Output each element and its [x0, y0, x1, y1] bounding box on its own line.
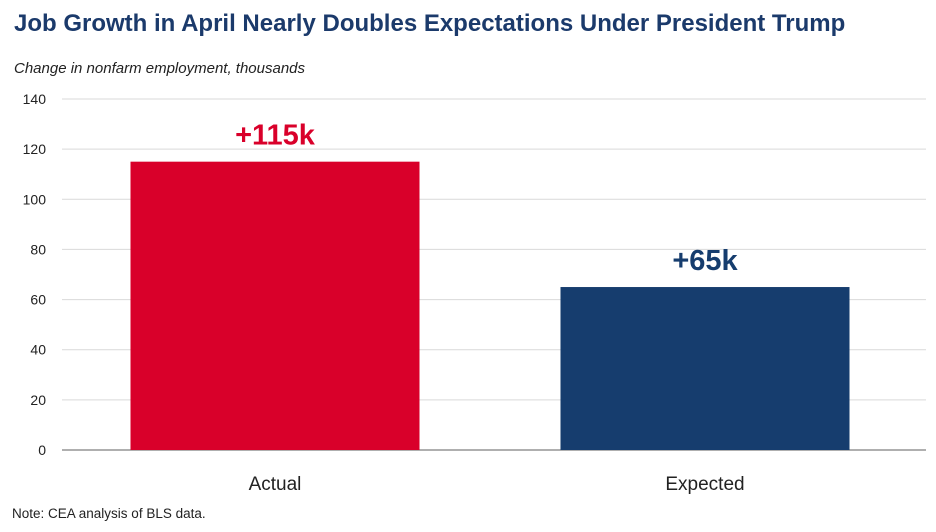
- bars: [130, 161, 850, 450]
- y-tick-label: 80: [30, 241, 46, 257]
- y-tick-label: 60: [30, 292, 46, 308]
- data-labels: +115k +65k: [235, 120, 738, 277]
- x-tick-label-actual: Actual: [249, 474, 302, 495]
- y-tick-label: 140: [23, 91, 47, 107]
- bar-chart: 0 20 40 60 80 100 120 140 +115k +65k Actual Expec…: [23, 91, 926, 495]
- data-label-actual: +115k: [235, 120, 316, 152]
- chart-subtitle: Change in nonfarm employment, thousands: [14, 60, 306, 77]
- bar-expected: [560, 287, 850, 450]
- x-tick-label-expected: Expected: [665, 474, 744, 495]
- x-tick-labels: Actual Expected: [249, 474, 745, 495]
- y-tick-label: 100: [23, 191, 47, 207]
- y-tick-label: 120: [23, 141, 47, 157]
- y-tick-label: 0: [38, 442, 46, 458]
- bar-actual: [130, 161, 420, 450]
- y-tick-label: 40: [30, 342, 46, 358]
- chart-title: Job Growth in April Nearly Doubles Expec…: [14, 10, 846, 37]
- source-note: Note: CEA analysis of BLS data.: [12, 506, 206, 521]
- y-tick-label: 20: [30, 392, 46, 408]
- data-label-expected: +65k: [672, 245, 738, 277]
- y-tick-labels: 0 20 40 60 80 100 120 140: [23, 91, 47, 458]
